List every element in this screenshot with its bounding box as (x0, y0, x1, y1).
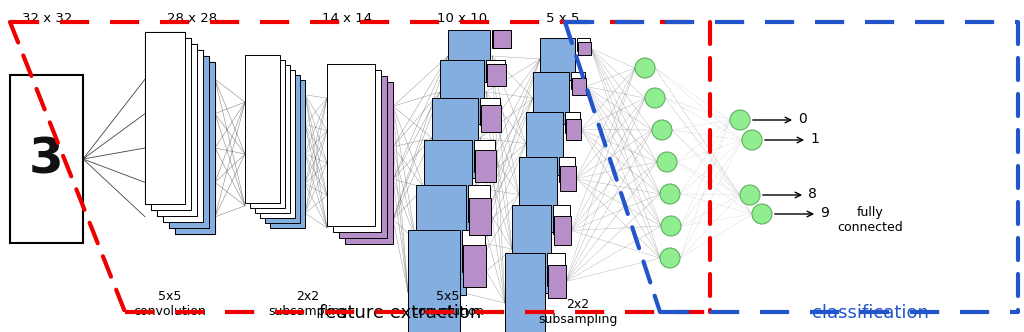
Bar (250, 60, 285, 208)
Bar (416, 185, 466, 295)
Bar (157, 44, 197, 216)
Text: classification: classification (812, 304, 929, 322)
Bar (169, 56, 209, 228)
Bar (540, 38, 575, 80)
Bar (577, 38, 590, 51)
Circle shape (740, 185, 760, 205)
Bar (559, 157, 575, 182)
Bar (475, 150, 496, 182)
Bar (157, 44, 197, 216)
Bar (487, 64, 506, 86)
Bar (566, 119, 581, 140)
Bar (345, 82, 393, 244)
Bar (255, 65, 290, 213)
Bar (145, 32, 185, 204)
Bar (554, 216, 571, 245)
Bar (578, 42, 591, 55)
Circle shape (635, 58, 655, 78)
Bar (512, 205, 551, 293)
Circle shape (730, 110, 750, 130)
Bar (480, 98, 500, 125)
Text: feature extraction: feature extraction (318, 304, 481, 322)
Text: 5x5
convolution: 5x5 convolution (133, 290, 207, 318)
Text: fully
connected: fully connected (838, 206, 903, 234)
Text: 2x2
subsampling: 2x2 subsampling (539, 298, 617, 326)
Bar (474, 140, 495, 172)
Bar (440, 60, 484, 124)
Bar (327, 64, 375, 226)
Bar (493, 30, 511, 48)
Text: 28 x 28: 28 x 28 (167, 12, 217, 25)
Text: 0: 0 (798, 112, 807, 126)
Bar (486, 60, 505, 82)
Bar (151, 38, 191, 210)
Circle shape (645, 88, 665, 108)
Bar (449, 30, 490, 82)
Bar (145, 32, 185, 204)
Text: 8: 8 (808, 187, 817, 201)
Bar (432, 98, 478, 178)
Bar (260, 70, 295, 218)
Bar (145, 32, 185, 204)
Bar (565, 112, 580, 133)
Circle shape (742, 130, 762, 150)
Bar (169, 56, 209, 228)
Bar (462, 230, 485, 272)
Bar (572, 78, 586, 95)
Bar (463, 245, 486, 287)
Bar (151, 38, 191, 210)
Bar (553, 205, 570, 234)
Circle shape (660, 248, 680, 268)
Text: 5x5
convolution: 5x5 convolution (412, 290, 484, 318)
Bar (560, 166, 575, 191)
Bar (151, 38, 191, 210)
Text: 10 x 10: 10 x 10 (437, 12, 487, 25)
Text: 9: 9 (820, 206, 828, 220)
Bar (481, 105, 501, 132)
Bar (169, 56, 209, 228)
Bar (157, 44, 197, 216)
Bar (245, 55, 280, 203)
Bar (163, 50, 203, 222)
Bar (163, 50, 203, 222)
Bar (175, 62, 215, 234)
Bar (270, 80, 305, 228)
Bar (175, 62, 215, 234)
Bar (339, 76, 387, 238)
Bar (547, 253, 565, 286)
Bar (424, 140, 472, 235)
Bar (468, 185, 490, 222)
Text: 3: 3 (29, 135, 63, 183)
Text: 14 x 14: 14 x 14 (322, 12, 372, 25)
Bar (469, 198, 490, 235)
Bar (571, 72, 585, 89)
Circle shape (752, 204, 772, 224)
Bar (163, 50, 203, 222)
Bar (175, 62, 215, 234)
Bar (534, 72, 569, 124)
Bar (505, 253, 545, 332)
Circle shape (662, 216, 681, 236)
Circle shape (652, 120, 672, 140)
Bar (333, 70, 381, 232)
Bar (519, 157, 557, 232)
Circle shape (660, 184, 680, 204)
Text: 1: 1 (810, 132, 819, 146)
Bar (492, 30, 510, 48)
Text: 2x2
subsampling: 2x2 subsampling (268, 290, 348, 318)
Text: 32 x 32: 32 x 32 (22, 12, 72, 25)
Bar (548, 265, 566, 298)
Bar (408, 230, 460, 332)
Text: 5 x 5: 5 x 5 (547, 12, 580, 25)
Circle shape (657, 152, 677, 172)
Bar (10, 75, 83, 243)
Bar (265, 75, 300, 223)
Bar (526, 112, 563, 175)
